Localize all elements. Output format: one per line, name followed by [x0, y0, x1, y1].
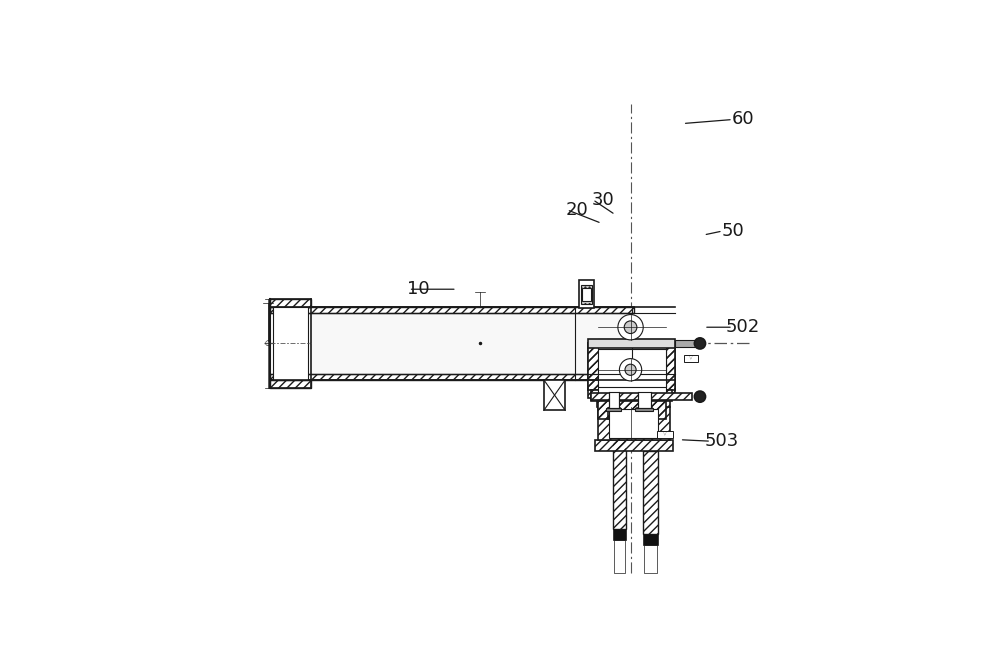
Bar — [598, 401, 666, 419]
Bar — [270, 307, 634, 313]
Bar — [270, 374, 634, 380]
Bar — [597, 398, 670, 407]
Bar — [270, 380, 311, 388]
Bar — [588, 343, 675, 390]
Bar — [609, 392, 619, 408]
Bar — [613, 434, 626, 529]
Bar — [591, 390, 672, 401]
Bar — [598, 340, 666, 400]
Bar — [608, 408, 620, 419]
Bar — [270, 299, 311, 307]
Bar — [581, 285, 592, 304]
Bar — [273, 307, 308, 380]
Bar — [643, 534, 658, 545]
Circle shape — [694, 338, 706, 349]
Bar — [635, 408, 653, 411]
Bar — [598, 401, 666, 419]
Bar — [588, 343, 675, 390]
Bar — [595, 440, 673, 451]
Text: 10: 10 — [407, 280, 430, 298]
Bar — [270, 299, 311, 307]
Bar — [684, 355, 698, 362]
Bar — [609, 409, 658, 438]
Bar — [638, 392, 651, 408]
Bar — [579, 280, 594, 308]
Text: ○: ○ — [265, 340, 271, 346]
Circle shape — [625, 365, 636, 375]
Bar — [614, 540, 625, 573]
Bar — [597, 398, 670, 407]
Circle shape — [618, 315, 643, 340]
Bar — [606, 408, 621, 411]
Text: ▽: ▽ — [689, 355, 693, 361]
Bar — [598, 407, 670, 440]
Bar — [613, 434, 626, 529]
Bar — [675, 340, 695, 347]
Bar — [643, 451, 658, 534]
Bar — [608, 408, 620, 419]
Bar — [588, 339, 675, 348]
Bar — [582, 288, 591, 301]
Text: 503: 503 — [704, 432, 738, 450]
Bar — [544, 380, 565, 411]
Bar — [591, 390, 672, 401]
Text: 60: 60 — [732, 111, 754, 128]
Circle shape — [624, 321, 637, 334]
Bar — [581, 285, 592, 304]
Bar — [637, 408, 652, 419]
Bar — [588, 343, 675, 398]
Circle shape — [694, 391, 706, 402]
Bar — [643, 451, 658, 534]
Text: ▽: ▽ — [663, 432, 666, 437]
Bar — [591, 393, 692, 400]
Bar — [548, 380, 561, 381]
Text: 30: 30 — [591, 191, 614, 209]
Bar — [644, 545, 657, 573]
Bar — [270, 380, 311, 388]
Text: 502: 502 — [726, 318, 760, 336]
Text: 50: 50 — [722, 222, 744, 240]
Bar — [311, 313, 634, 374]
Text: 20: 20 — [565, 201, 588, 218]
Bar — [598, 407, 670, 440]
Bar — [657, 430, 673, 438]
Bar — [613, 529, 626, 540]
Bar — [270, 374, 634, 380]
Bar — [637, 408, 652, 419]
Bar — [598, 349, 666, 387]
Circle shape — [619, 359, 642, 381]
Bar — [595, 440, 673, 451]
Bar — [591, 393, 692, 400]
Bar — [588, 343, 675, 398]
Bar — [270, 307, 634, 313]
